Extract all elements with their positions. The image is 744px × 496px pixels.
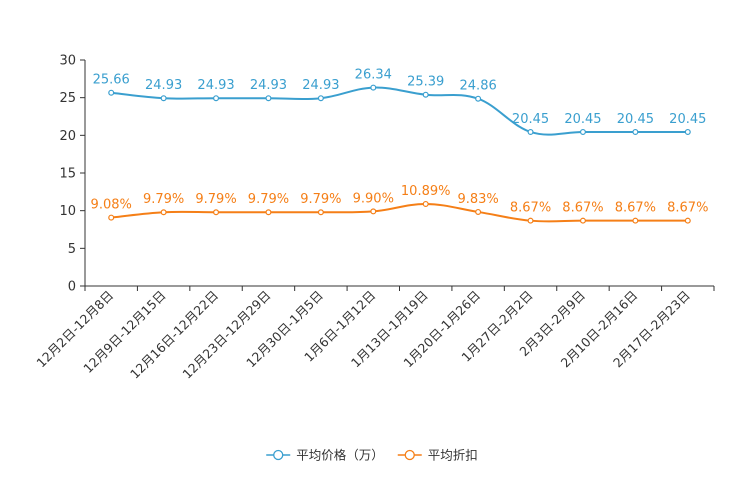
y-tick-label: 30 [59,54,76,69]
y-axis-ticks: 0 5 10 15 20 25 30 [59,54,85,295]
data-point[interactable] [370,208,377,215]
data-point[interactable] [527,128,534,135]
data-label: 8.67% [615,201,656,216]
data-point[interactable] [370,84,377,91]
data-label: 9.79% [195,192,236,207]
data-label: 24.93 [302,78,339,93]
y-tick-label: 25 [59,91,76,106]
data-point[interactable] [632,217,639,224]
data-point[interactable] [632,128,639,135]
data-label: 10.89% [401,184,451,199]
legend[interactable]: 平均价格（万） 平均折扣 [266,448,478,463]
data-label: 9.08% [91,198,132,213]
data-label: 25.39 [407,75,444,90]
y-tick-label: 10 [59,204,76,219]
data-point[interactable] [317,209,324,216]
data-point[interactable] [265,95,272,102]
data-point[interactable] [579,128,586,135]
series-layer: 25.66 24.93 24.93 24.93 24.93 26.34 25.39 24.86… [91,68,708,224]
data-point[interactable] [160,209,167,216]
data-label: 20.45 [669,112,706,127]
data-label: 24.93 [250,78,287,93]
data-point[interactable] [684,217,691,224]
data-point[interactable] [527,217,534,224]
data-label: 24.93 [145,78,182,93]
data-point[interactable] [160,95,167,102]
data-label: 24.93 [197,78,234,93]
data-label: 9.90% [353,191,394,206]
x-tick-label: 12月23日-12月29日 [179,288,273,382]
data-label: 8.67% [562,201,603,216]
series-0: 25.66 24.93 24.93 24.93 24.93 26.34 25.39 24.86… [93,68,706,136]
y-tick-label: 15 [59,167,76,182]
data-point[interactable] [108,214,115,221]
data-label: 8.67% [667,201,708,216]
y-tick-label: 5 [68,242,76,257]
x-tick-label: 12月16日-12月22日 [127,288,221,382]
data-label: 24.86 [460,79,497,94]
data-point[interactable] [213,209,220,216]
series-1: 9.08% 9.79% 9.79% 9.79% 9.79% 9.90% 10.89% 9.83… [91,184,708,224]
data-label: 8.67% [510,201,551,216]
y-tick-label: 20 [59,129,76,144]
data-point[interactable] [684,128,691,135]
legend-symbol-marker [273,449,284,461]
data-label: 9.83% [457,192,498,207]
data-point[interactable] [475,208,482,215]
data-point[interactable] [422,200,429,207]
data-label: 20.45 [564,112,601,127]
data-label: 20.45 [617,112,654,127]
data-point[interactable] [317,95,324,102]
legend-item-1[interactable]: 平均折扣 [397,448,478,463]
data-label: 9.79% [300,192,341,207]
x-axis-ticks: 12月2日-12月8日12月9日-12月15日12月16日-12月22日12月2… [33,286,715,382]
data-point[interactable] [108,89,115,96]
legend-label: 平均价格（万） [296,448,384,463]
data-label: 26.34 [355,68,392,83]
data-label: 20.45 [512,112,549,127]
data-label: 9.79% [248,192,289,207]
series-line-0 [111,86,688,136]
legend-item-0[interactable]: 平均价格（万） [266,448,384,463]
data-point[interactable] [422,91,429,98]
series-line-1 [111,202,688,223]
data-point[interactable] [579,217,586,224]
y-tick-label: 0 [68,280,76,295]
data-point[interactable] [475,95,482,102]
data-label: 9.79% [143,192,184,207]
data-point[interactable] [265,209,272,216]
data-point[interactable] [213,95,220,102]
legend-label: 平均折扣 [428,448,478,463]
legend-symbol-marker [404,449,415,461]
axes [84,60,714,287]
data-label: 25.66 [93,73,130,88]
